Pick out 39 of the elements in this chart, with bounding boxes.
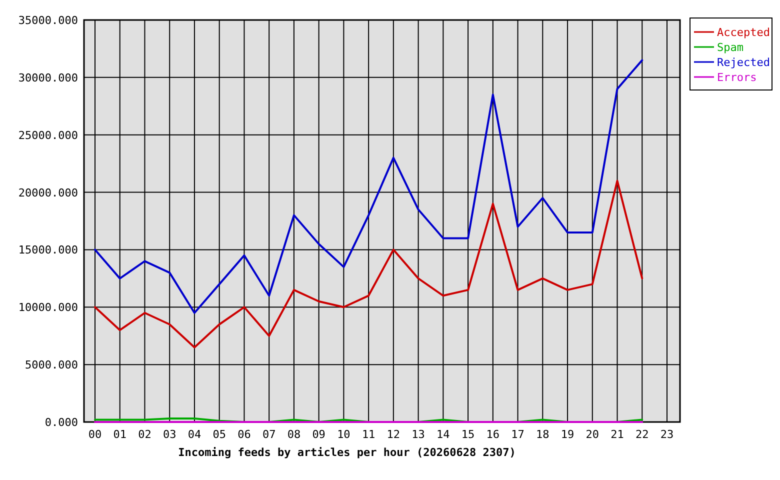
y-tick-label: 20000.000 <box>18 186 78 200</box>
legend-label: Spam <box>717 41 744 54</box>
x-axis-title: Incoming feeds by articles per hour (20260628 2307) <box>178 446 516 459</box>
x-tick-label: 13 <box>412 428 425 441</box>
y-tick-label: 25000.000 <box>18 128 78 142</box>
y-tick-label: 10000.000 <box>18 301 78 314</box>
y-tick-label: 15000.000 <box>18 244 78 257</box>
x-tick-label: 17 <box>511 428 524 441</box>
x-tick-label: 03 <box>162 428 176 441</box>
x-tick-label: 05 <box>212 428 226 441</box>
y-tick-label: 35000.000 <box>18 14 78 27</box>
x-tick-label: 20 <box>586 428 600 441</box>
x-tick-label: 15 <box>461 428 475 441</box>
line-series <box>94 59 644 314</box>
legend-label: Accepted <box>717 26 770 39</box>
x-tick-label: 09 <box>312 428 326 441</box>
x-tick-label: 04 <box>188 428 202 441</box>
x-tick-label: 18 <box>536 428 550 441</box>
x-tick-label: 21 <box>610 428 624 441</box>
x-tick-label: 12 <box>386 428 400 441</box>
x-tick-label: 23 <box>660 428 674 441</box>
x-tick-label: 22 <box>636 428 649 441</box>
x-tick-label: 19 <box>560 428 574 441</box>
x-tick-label: 07 <box>262 428 276 441</box>
x-tick-label: 01 <box>113 428 126 441</box>
legend-label: Rejected <box>717 56 770 69</box>
x-tick-label: 00 <box>88 428 102 441</box>
x-tick-label: 02 <box>138 428 152 441</box>
y-tick-label: 30000.000 <box>18 71 78 84</box>
legend-label: Errors <box>717 71 757 84</box>
line-series <box>94 180 644 348</box>
x-tick-label: 16 <box>486 428 500 441</box>
x-tick-label: 14 <box>436 428 450 441</box>
x-tick-label: 11 <box>362 428 376 441</box>
x-tick-label: 06 <box>238 428 251 441</box>
x-tick-label: 10 <box>337 428 350 441</box>
y-tick-label: 0.000 <box>44 416 78 429</box>
x-tick-label: 08 <box>287 428 301 441</box>
y-tick-label: 5000.000 <box>25 358 78 372</box>
